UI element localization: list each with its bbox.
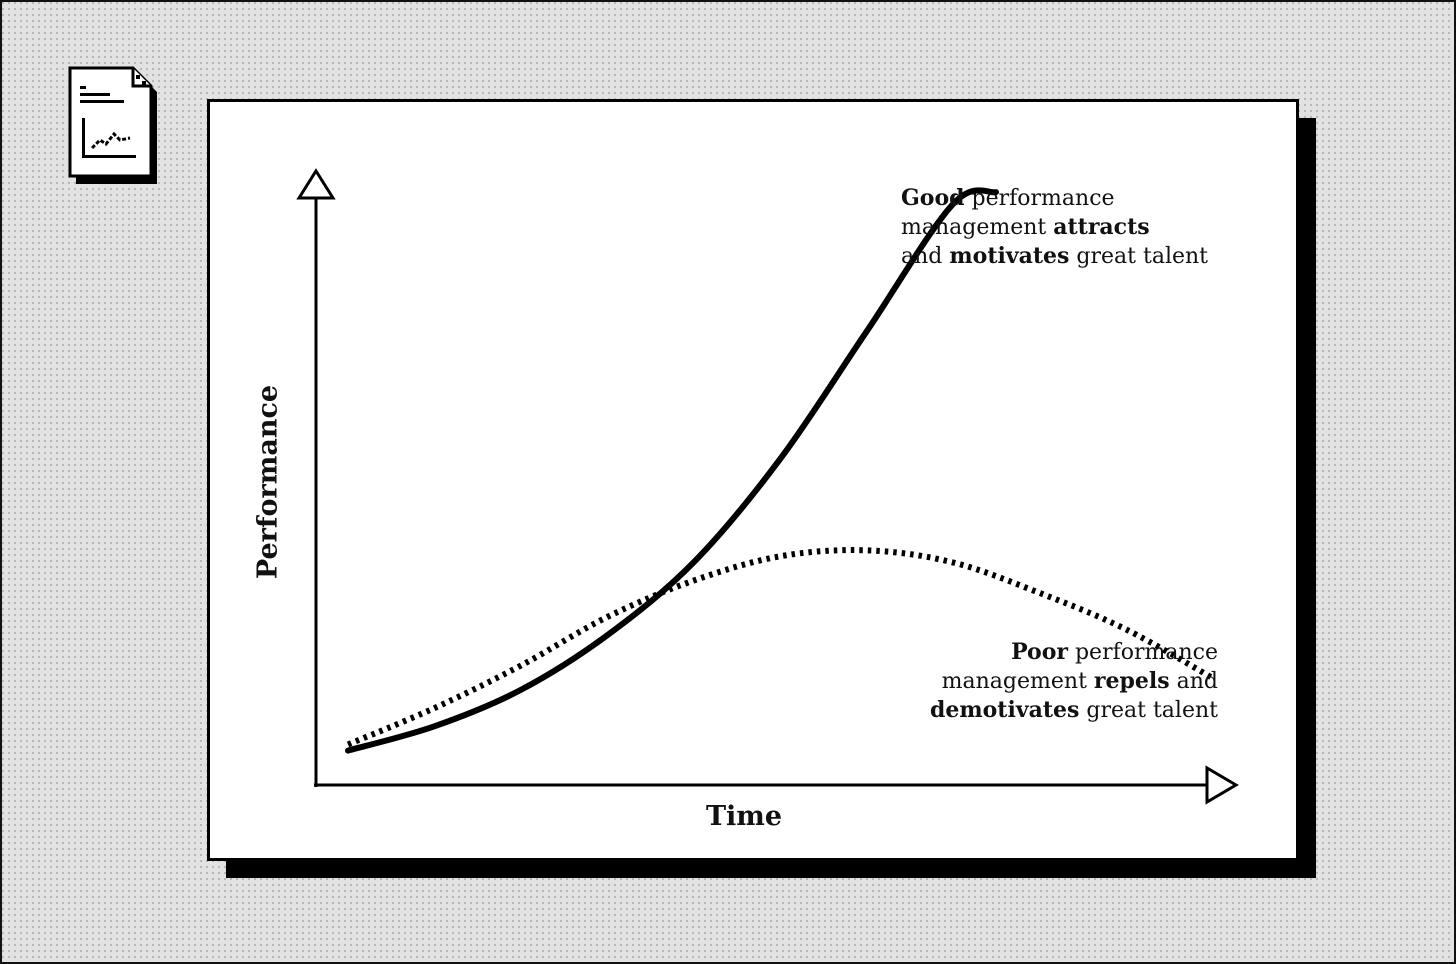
annotation-line: management repels and <box>880 667 1218 696</box>
annotation-text: and <box>1169 669 1218 694</box>
annotation-line: Poor performance <box>880 638 1218 667</box>
chart-card <box>207 99 1299 861</box>
annotation-emphasis: Poor <box>1011 639 1068 665</box>
annotation-text: management <box>901 215 1054 240</box>
annotation-emphasis: motivates <box>949 243 1070 269</box>
annotation-text: great talent <box>1079 698 1218 723</box>
x-axis-arrow <box>1205 765 1239 805</box>
annotation-emphasis: attracts <box>1053 214 1150 240</box>
annotation-line: management attracts <box>901 213 1208 242</box>
x-axis-label: Time <box>705 801 783 832</box>
annotation-text: great talent <box>1069 244 1209 269</box>
annotation-line: demotivates great talent <box>880 696 1218 725</box>
annotation-text: performance <box>964 186 1115 211</box>
poor-performance-annotation: Poor performance management repels and dem… <box>880 638 1218 725</box>
annotation-line: and motivates great talent <box>901 242 1208 271</box>
annotation-text: management <box>941 669 1094 694</box>
y-axis-label: Performance <box>252 384 284 580</box>
annotation-emphasis: Good <box>901 185 965 211</box>
annotation-line: Good performance <box>901 184 1208 213</box>
annotation-text: and <box>901 244 950 269</box>
good-performance-annotation: Good performance management attracts and m… <box>901 184 1208 271</box>
series-poor-line <box>346 547 1214 748</box>
chart-document-icon <box>68 66 157 184</box>
annotation-emphasis: repels <box>1093 668 1170 694</box>
annotation-text: performance <box>1067 640 1218 665</box>
annotation-emphasis: demotivates <box>929 697 1080 723</box>
y-axis-arrow <box>296 168 336 200</box>
series-good-line <box>345 187 999 754</box>
